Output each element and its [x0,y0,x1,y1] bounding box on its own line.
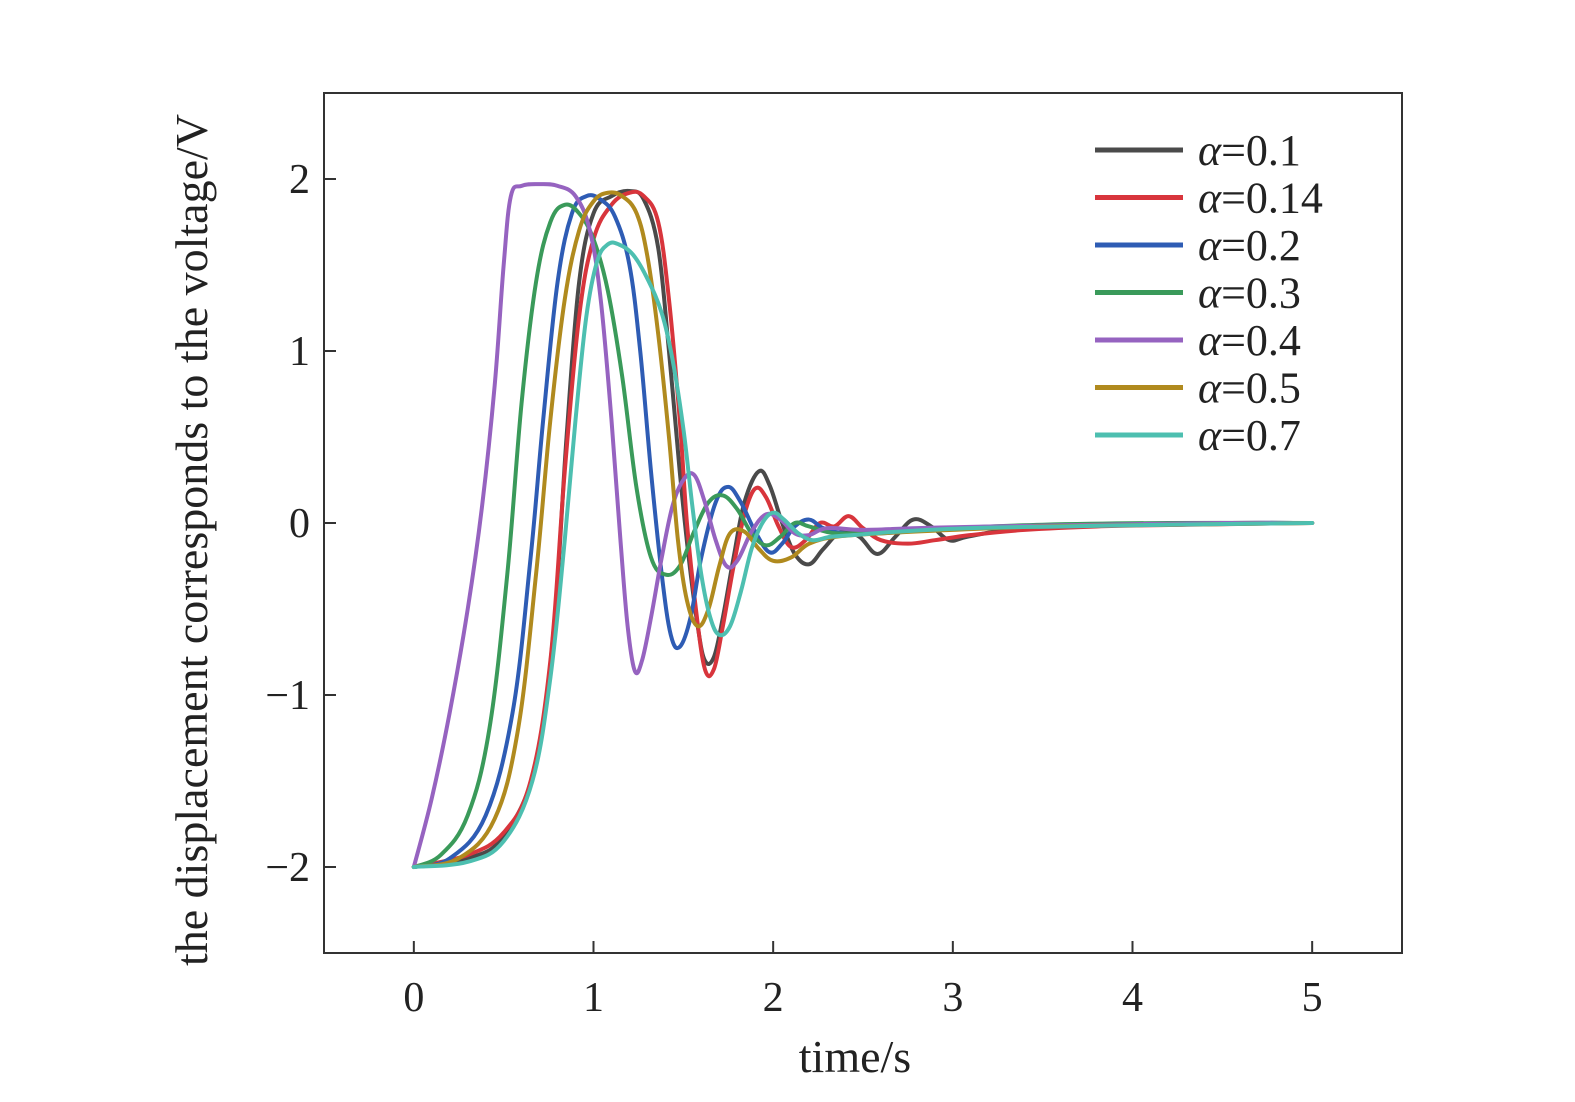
legend-entry-3: α=0.3 [1198,269,1301,318]
axes: 0 1 2 3 4 5 −2 −1 0 1 2 [265,157,1322,1021]
x-tick-label: 0 [403,975,424,1021]
legend-entry-5: α=0.5 [1198,364,1301,413]
y-tick-label: 2 [289,157,310,203]
x-tick-label: 1 [583,975,604,1021]
legend-entry-1: α=0.14 [1198,174,1323,223]
x-axis-label: time/s [799,1031,911,1082]
legend-entry-0: α=0.1 [1198,126,1301,175]
x-tick-label: 2 [763,975,784,1021]
series-line-1 [411,189,1315,869]
series-line-6 [411,240,1315,869]
y-tick-label: −1 [265,673,310,719]
y-tick-label: 0 [289,501,310,547]
legend: α=0.1α=0.14α=0.2α=0.3α=0.4α=0.5α=0.7 [1095,126,1323,460]
legend-entry-2: α=0.2 [1198,221,1301,270]
x-tick-label: 3 [942,975,963,1021]
y-tick-label: 1 [289,329,310,375]
series-lines [411,182,1315,869]
y-axis-label: the displacement corresponds to the volt… [166,114,217,966]
y-tick-label: −2 [265,845,310,891]
series-line-4 [411,182,1315,869]
legend-entry-4: α=0.4 [1198,316,1301,365]
x-tick-label: 4 [1122,975,1143,1021]
x-tick-label: 5 [1302,975,1323,1021]
legend-entry-6: α=0.7 [1198,411,1301,460]
